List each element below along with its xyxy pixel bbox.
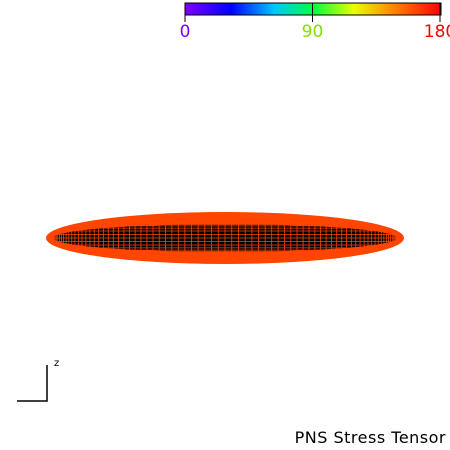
- title: PNS Stress Tensor: [295, 428, 446, 447]
- colorbar-ticks: 0 90 180: [180, 3, 450, 42]
- colorbar-tick-label: 90: [302, 22, 324, 42]
- axis-label: z: [54, 358, 59, 369]
- colorbar-tick-label: 0: [180, 22, 191, 42]
- axis-triad: [17, 365, 48, 402]
- colorbar-tick-label: 180: [424, 22, 450, 42]
